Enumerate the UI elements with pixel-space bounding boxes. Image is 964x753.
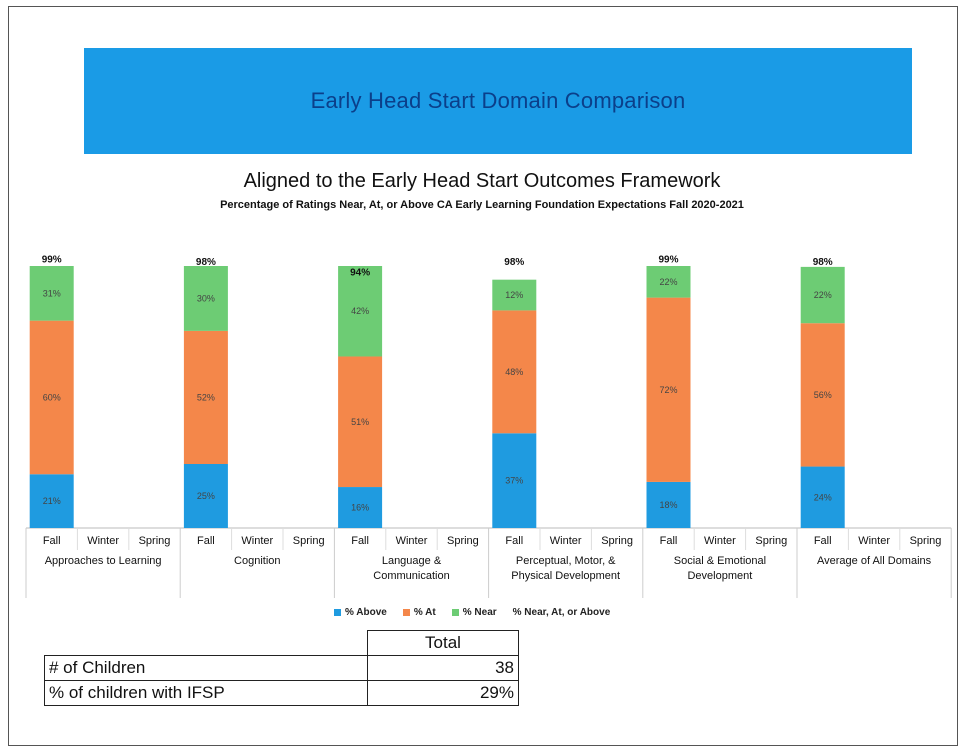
summary-row-label: % of children with IFSP <box>44 680 368 706</box>
legend-item-near: % Near <box>451 607 497 618</box>
summary-header-row: Total <box>45 630 519 656</box>
summary-header: Total <box>367 630 519 656</box>
period-tick-label: Winter <box>858 535 890 547</box>
period-tick-label: Fall <box>505 535 523 547</box>
bar-data-label: 30% <box>197 293 215 303</box>
bar-segment <box>338 266 383 357</box>
period-tick-label: Spring <box>910 535 942 547</box>
bar-segment <box>29 320 74 475</box>
bar-data-label: 18% <box>659 500 677 510</box>
domain-tick-label: Approaches to Learning <box>45 555 162 567</box>
bar-data-label: 12% <box>505 290 523 300</box>
period-tick-label: Fall <box>43 535 61 547</box>
period-tick-label: Fall <box>351 535 369 547</box>
total-data-label: 99% <box>42 255 62 266</box>
bar-segment <box>646 266 691 298</box>
bar-segment <box>338 487 383 528</box>
summary-row-label: # of Children <box>44 655 368 681</box>
bar-data-label: 60% <box>43 392 61 402</box>
total-data-label: 94% <box>350 267 370 278</box>
bar-segment <box>800 266 845 324</box>
bar-segment <box>29 266 74 321</box>
bar-segment <box>492 310 537 434</box>
bar-segment <box>646 481 691 528</box>
bar-segment <box>183 464 228 528</box>
domain-tick-label: Development <box>687 570 752 582</box>
legend-swatch-above <box>334 609 341 616</box>
summary-row-value: 29% <box>367 680 519 706</box>
bar-segment <box>492 279 537 311</box>
legend: % Above % At % Near % Near, At, or Above <box>334 607 610 618</box>
period-tick-label: Spring <box>601 535 633 547</box>
domain-tick-label: Cognition <box>234 555 280 567</box>
summary-table: Total # of Children 38 % of children wit… <box>44 630 519 706</box>
period-tick-label: Winter <box>87 535 119 547</box>
domain-tick-label: Communication <box>373 570 449 582</box>
period-tick-label: Fall <box>660 535 678 547</box>
bar-data-label: 31% <box>43 288 61 298</box>
period-tick-label: Fall <box>814 535 832 547</box>
bar-data-label: 22% <box>659 277 677 287</box>
legend-label-near: % Near <box>462 607 497 618</box>
legend-item-above: % Above <box>334 607 387 618</box>
period-tick-label: Winter <box>550 535 582 547</box>
bar-data-label: 42% <box>351 306 369 316</box>
legend-label-total: % Near, At, or Above <box>512 607 611 618</box>
legend-label-at: % At <box>413 607 436 618</box>
legend-item-at: % At <box>402 607 436 618</box>
domain-tick-label: Average of All Domains <box>817 555 932 567</box>
bar-segment <box>800 323 845 467</box>
total-data-label: 98% <box>813 257 833 268</box>
period-tick-label: Fall <box>197 535 215 547</box>
bar-data-label: 51% <box>351 417 369 427</box>
summary-row: # of Children 38 <box>44 655 519 681</box>
bar-segment <box>338 356 383 488</box>
period-tick-label: Winter <box>241 535 273 547</box>
domain-tick-label: Language & <box>382 555 442 567</box>
summary-corner <box>45 631 368 656</box>
bar-segment <box>492 433 537 528</box>
bar-data-label: 72% <box>659 385 677 395</box>
bar-data-label: 56% <box>814 390 832 400</box>
bar-data-label: 48% <box>505 367 523 377</box>
bar-data-label: 21% <box>43 496 61 506</box>
period-tick-label: Spring <box>755 535 787 547</box>
domain-tick-label: Physical Development <box>511 570 620 582</box>
legend-item-total: % Near, At, or Above <box>513 607 611 618</box>
bar-data-label: 16% <box>351 503 369 513</box>
period-tick-label: Winter <box>704 535 736 547</box>
legend-swatch-at <box>402 609 410 616</box>
bar-data-label: 52% <box>197 392 215 402</box>
legend-label-above: % Above <box>345 607 387 618</box>
chart-title: Aligned to the Early Head Start Outcomes… <box>243 170 721 192</box>
bar-segment <box>646 297 691 482</box>
period-tick-label: Spring <box>139 535 171 547</box>
period-tick-label: Winter <box>396 535 428 547</box>
bar-data-label: 37% <box>505 476 523 486</box>
summary-row-value: 38 <box>367 655 519 681</box>
domain-tick-label: Perceptual, Motor, & <box>516 555 616 567</box>
bar-data-label: 22% <box>814 290 832 300</box>
stacked-bar-chart: Fall 21% 60% 31% 99% Winter Spring Approaches t… <box>25 255 952 598</box>
banner-title: Early Head Start Domain Comparison <box>310 88 686 113</box>
bar-segment <box>800 466 845 528</box>
period-tick-label: Spring <box>447 535 479 547</box>
period-tick-label: Spring <box>293 535 325 547</box>
bar-data-label: 25% <box>197 491 215 501</box>
banner: Early Head Start Domain Comparison <box>84 48 912 154</box>
chart-subtitle: Percentage of Ratings Near, At, or Above… <box>220 199 744 211</box>
total-data-label: 98% <box>504 257 524 268</box>
total-data-label: 99% <box>658 255 678 266</box>
bar-segment <box>183 266 228 331</box>
bar-segment <box>183 330 228 464</box>
bar-data-label: 24% <box>814 492 832 502</box>
summary-row: % of children with IFSP 29% <box>44 680 519 706</box>
legend-swatch-near <box>451 609 459 616</box>
bar-segment <box>29 474 74 528</box>
total-data-label: 98% <box>196 257 216 268</box>
domain-tick-label: Social & Emotional <box>674 555 766 567</box>
